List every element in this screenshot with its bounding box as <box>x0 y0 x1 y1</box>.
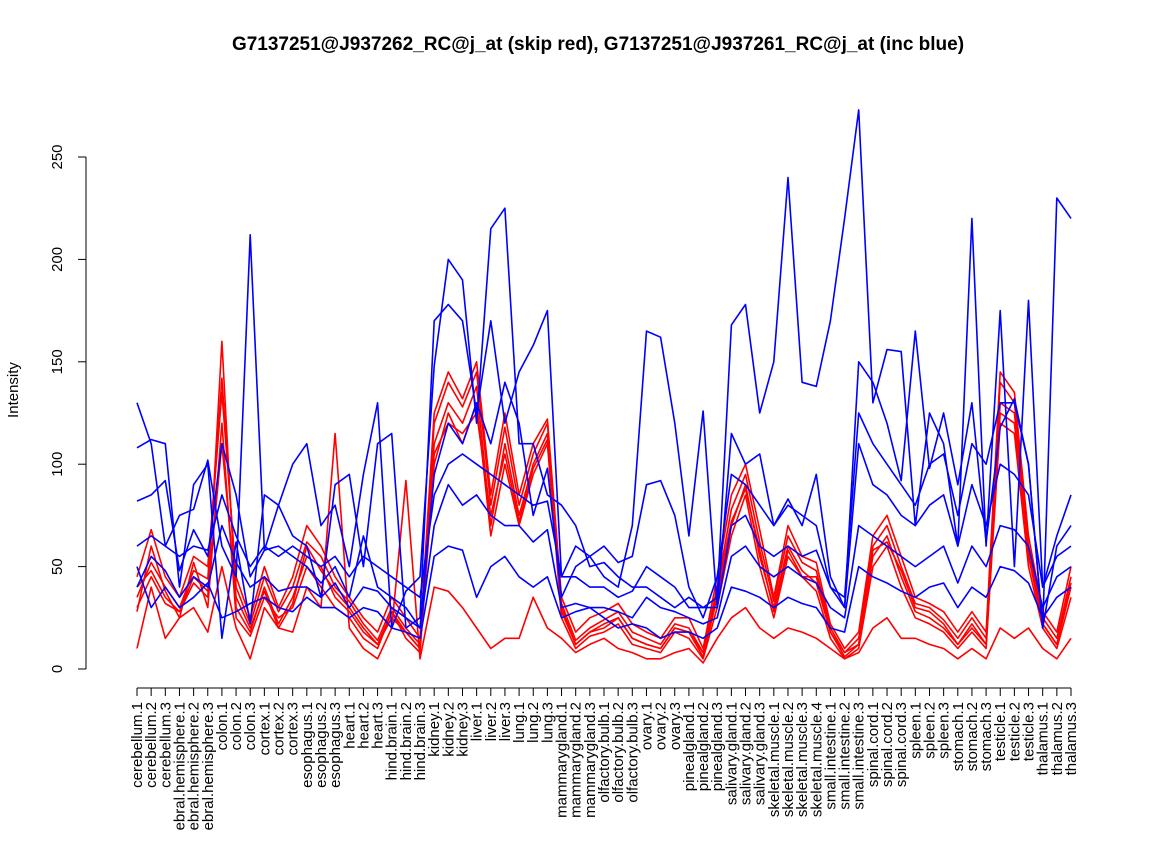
x-tick-label: lung.2 <box>525 702 542 743</box>
x-tick-label: small.intestine.1 <box>822 702 839 810</box>
x-tick-label: small.intestine.2 <box>837 702 854 810</box>
x-tick-label: cerebellum.1 <box>129 702 146 788</box>
x-tick-label: hind.brain.2 <box>398 702 415 780</box>
inc-blue-series-line-12 <box>136 545 1072 640</box>
x-axis: cerebellum.1cerebellum.2cerebellum.3ebra… <box>129 687 1080 830</box>
x-tick-label: esophagus.1 <box>299 702 316 788</box>
x-tick-label: spinal.cord.1 <box>865 702 882 787</box>
x-tick-label: cortex.1 <box>256 702 273 755</box>
x-tick-label: salivary.gland.3 <box>752 702 769 805</box>
x-tick-label: esophagus.2 <box>313 702 330 788</box>
x-tick-label: colon.3 <box>242 702 259 750</box>
x-tick-label: spinal.cord.2 <box>879 702 896 787</box>
y-axis-label: Intensity <box>5 362 22 418</box>
x-tick-label: cortex.2 <box>271 702 288 755</box>
inc-blue-series-line-9 <box>136 381 1072 629</box>
x-tick-label: hind.brain.3 <box>412 702 429 780</box>
x-tick-label: salivary.gland.2 <box>738 702 755 805</box>
x-tick-label: olfactory.bulb.1 <box>596 702 613 803</box>
x-tick-label: mammarygland.1 <box>554 702 571 818</box>
x-tick-label: pinealgland.1 <box>681 702 698 791</box>
x-tick-label: spleen.1 <box>907 702 924 759</box>
x-tick-label: spinal.cord.3 <box>893 702 910 787</box>
y-tick-label: 250 <box>49 144 66 169</box>
x-tick-label: mammarygland.3 <box>582 702 599 818</box>
x-tick-label: thalamus.2 <box>1049 702 1066 775</box>
y-tick-label: 100 <box>49 452 66 477</box>
x-tick-label: testicle.2 <box>1006 702 1023 761</box>
x-tick-label: small.intestine.3 <box>851 702 868 810</box>
x-tick-label: lung.1 <box>511 702 528 743</box>
x-tick-label: ovary.2 <box>653 702 670 750</box>
inc-blue-series-line-11 <box>136 483 1072 629</box>
x-tick-label: thalamus.3 <box>1063 702 1080 775</box>
chart-title: G7137251@J937262_RC@j_at (skip red), G71… <box>232 34 964 55</box>
x-tick-label: stomach.1 <box>950 702 967 771</box>
skip-red-series-line-3 <box>136 401 1072 660</box>
y-axis: 0 50 100 150 200 250 <box>49 144 87 673</box>
x-tick-label: stomach.2 <box>964 702 981 771</box>
y-tick-label: 0 <box>49 665 66 673</box>
x-tick-label: colon.1 <box>214 702 231 750</box>
x-tick-label: skeletal.muscle.4 <box>808 702 825 817</box>
y-tick-label: 50 <box>49 558 66 575</box>
x-tick-label: pinealgland.3 <box>709 702 726 791</box>
skip-red-series-line-2 <box>136 340 1072 658</box>
x-tick-label: ebral.hemisphere.2 <box>186 702 203 830</box>
x-tick-label: olfactory.bulb.3 <box>624 702 641 803</box>
x-tick-label: hind.brain.1 <box>384 702 401 780</box>
x-tick-label: heart.2 <box>355 702 372 749</box>
x-tick-label: pinealgland.2 <box>695 702 712 791</box>
x-tick-label: stomach.3 <box>978 702 995 771</box>
x-tick-label: ovary.3 <box>667 702 684 750</box>
x-tick-label: heart.3 <box>370 702 387 749</box>
inc-blue-series-line-10 <box>136 442 1072 609</box>
x-tick-label: liver.3 <box>497 702 514 741</box>
x-tick-label: cerebellum.2 <box>143 702 160 788</box>
x-tick-label: testicle.3 <box>1021 702 1038 761</box>
x-tick-label: lung.3 <box>539 702 556 743</box>
x-tick-label: ebral.hemisphere.1 <box>171 702 188 830</box>
x-tick-label: liver.2 <box>483 702 500 741</box>
skip-red-series-line-5 <box>136 412 1072 654</box>
x-tick-label: testicle.1 <box>992 702 1009 761</box>
x-tick-label: kidney.1 <box>426 702 443 757</box>
x-tick-label: esophagus.3 <box>327 702 344 788</box>
x-tick-label: kidney.2 <box>440 702 457 757</box>
x-tick-label: skeletal.muscle.3 <box>794 702 811 817</box>
y-tick-label: 150 <box>49 349 66 374</box>
x-tick-label: thalamus.1 <box>1035 702 1052 775</box>
inc-blue-series-line-7 <box>136 109 1072 629</box>
x-tick-label: cerebellum.3 <box>157 702 174 788</box>
skip-red-series-line-6 <box>136 432 1072 664</box>
x-tick-label: liver.1 <box>469 702 486 741</box>
x-tick-label: cortex.3 <box>285 702 302 755</box>
x-tick-label: skeletal.muscle.1 <box>766 702 783 817</box>
x-tick-label: olfactory.bulb.2 <box>610 702 627 803</box>
x-tick-label: ovary.1 <box>638 702 655 750</box>
x-tick-label: kidney.3 <box>454 702 471 757</box>
y-tick-label: 200 <box>49 247 66 272</box>
inc-blue-series-line-8 <box>136 197 1072 640</box>
x-tick-label: skeletal.muscle.2 <box>780 702 797 817</box>
x-tick-label: spleen.3 <box>936 702 953 759</box>
series-layer <box>136 109 1072 664</box>
x-tick-label: heart.1 <box>341 702 358 749</box>
x-tick-label: ebral.hemisphere.3 <box>200 702 217 830</box>
x-tick-label: mammarygland.2 <box>568 702 585 818</box>
x-tick-label: colon.2 <box>228 702 245 750</box>
x-tick-label: spleen.2 <box>921 702 938 759</box>
x-tick-label: salivary.gland.1 <box>723 702 740 805</box>
